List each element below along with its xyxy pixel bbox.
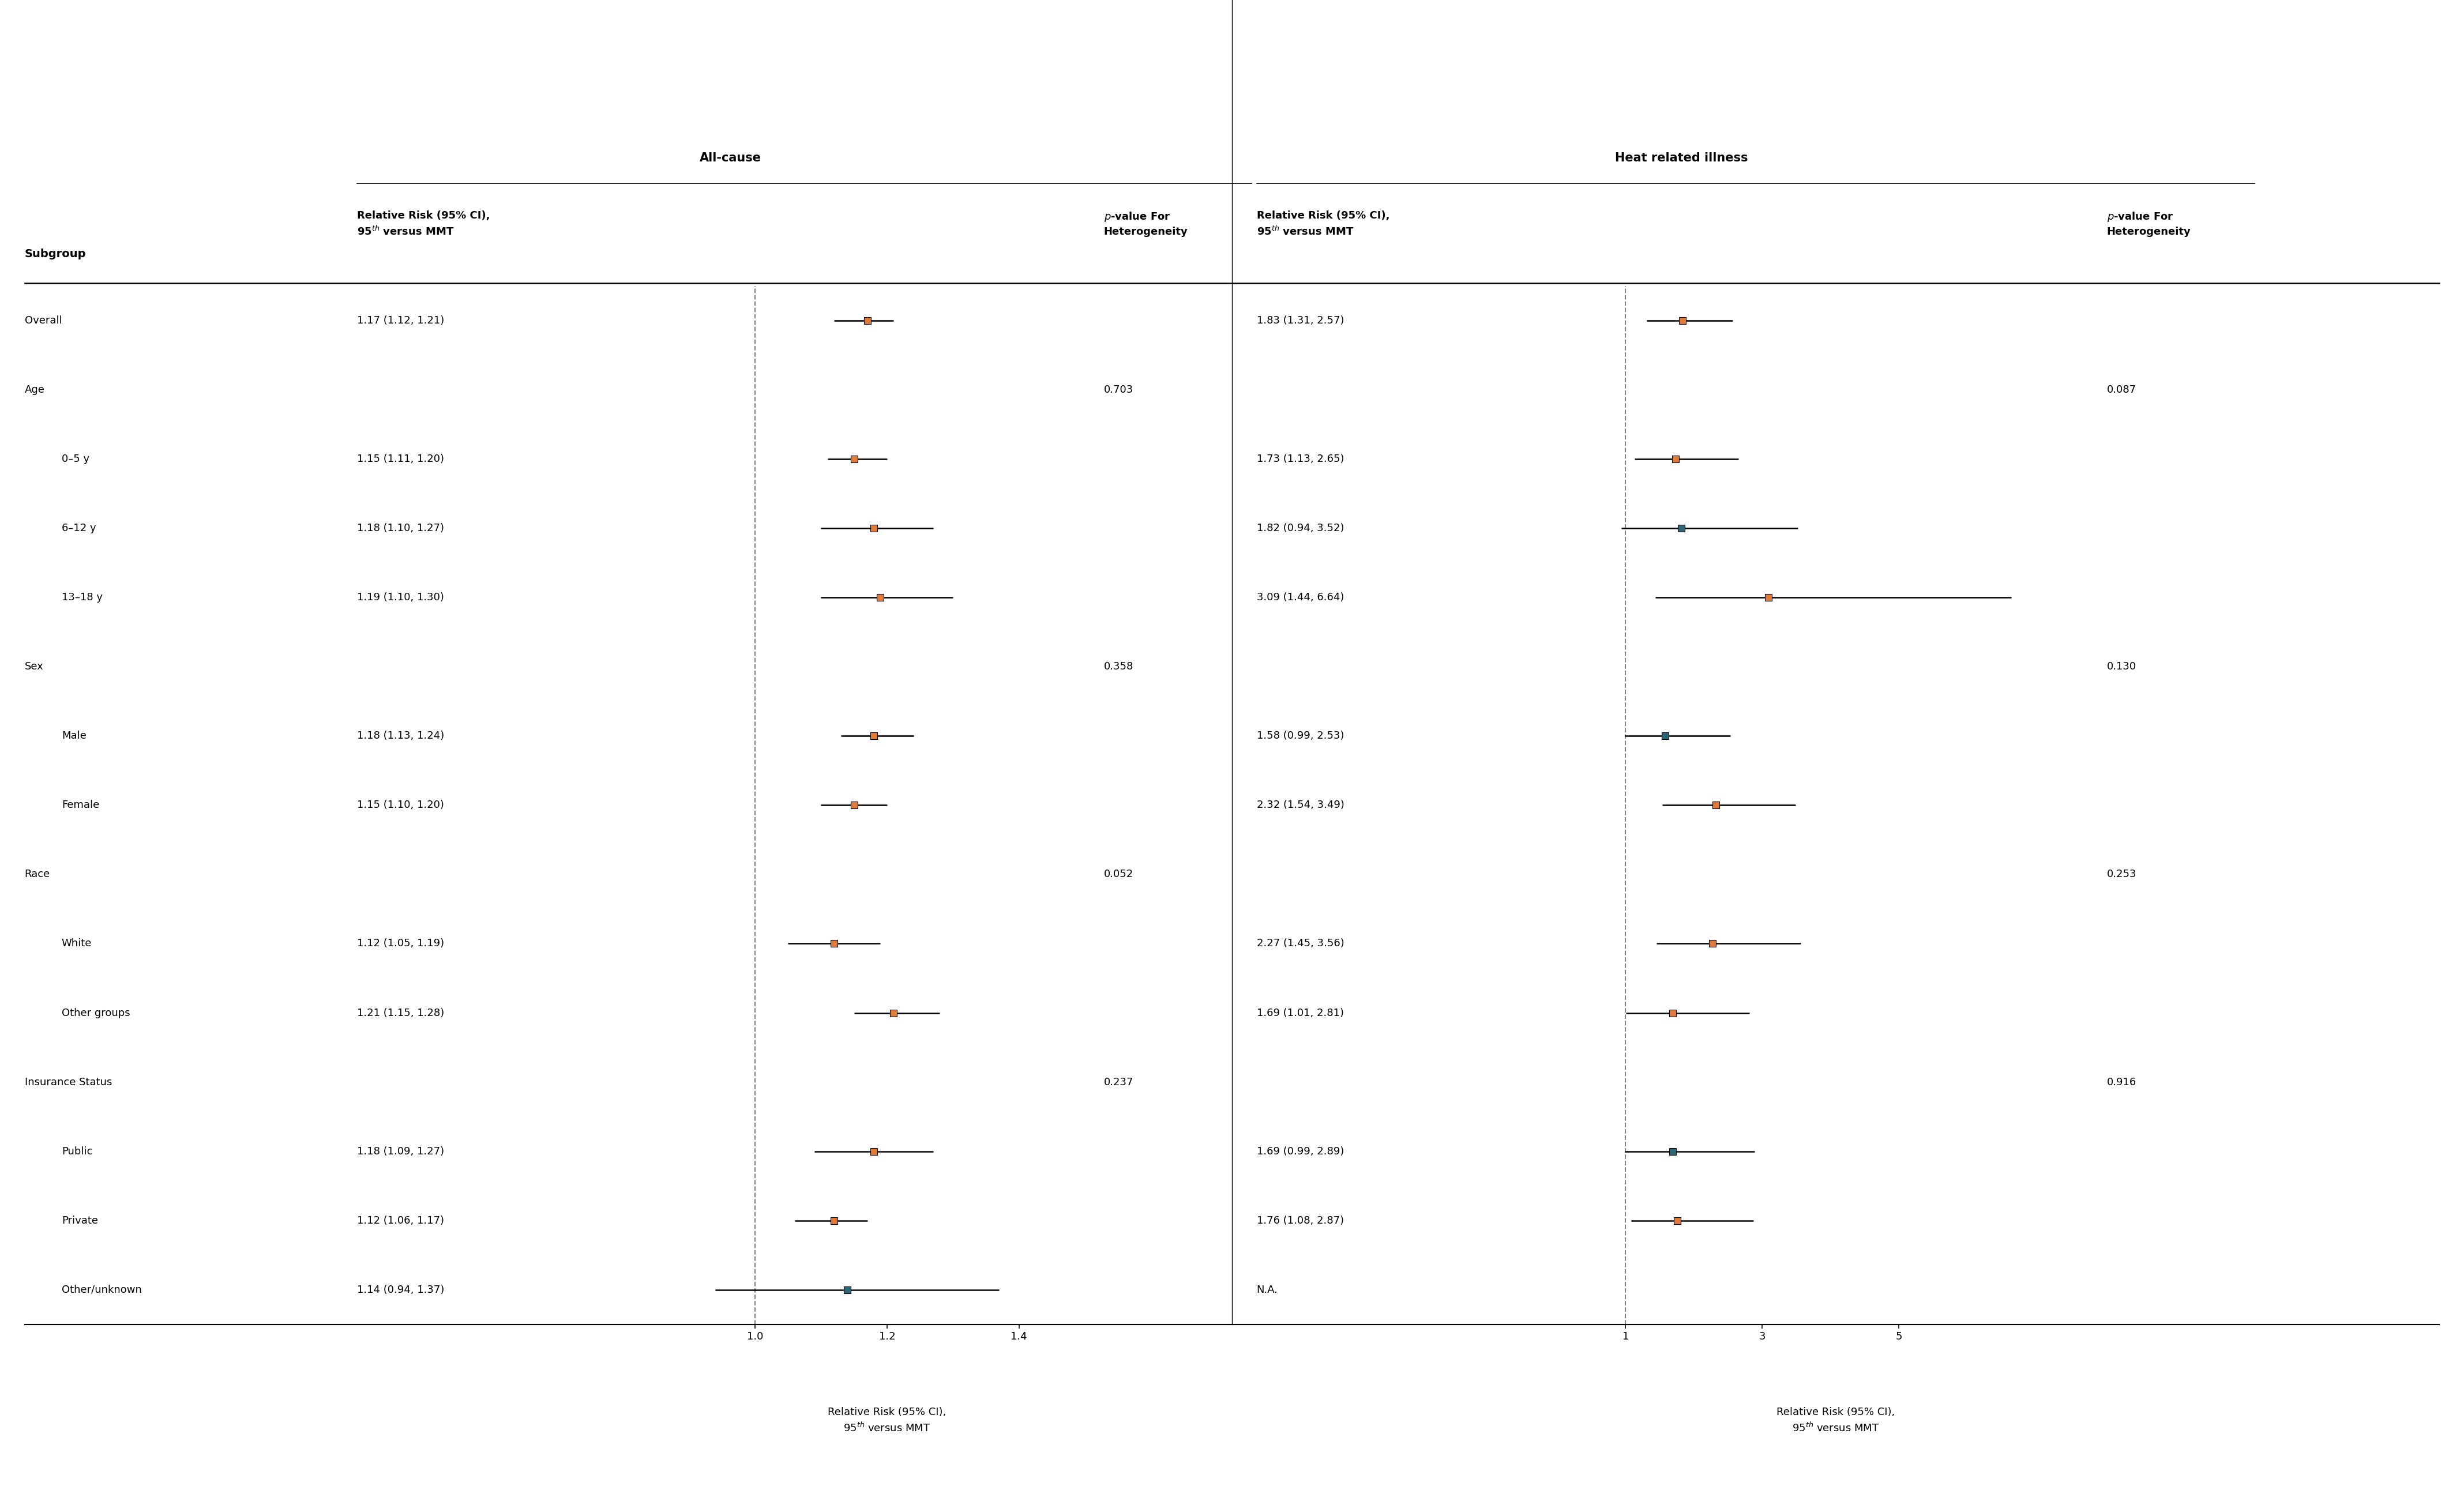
Text: 1.15 (1.10, 1.20): 1.15 (1.10, 1.20) — [357, 801, 444, 810]
Text: 0.087: 0.087 — [2107, 385, 2136, 394]
Text: 1.18 (1.09, 1.27): 1.18 (1.09, 1.27) — [357, 1147, 444, 1156]
Text: Insurance Status: Insurance Status — [25, 1078, 111, 1087]
Text: Other/unknown: Other/unknown — [62, 1285, 143, 1294]
Text: 2.27 (1.45, 3.56): 2.27 (1.45, 3.56) — [1257, 939, 1345, 948]
Text: 1.18 (1.13, 1.24): 1.18 (1.13, 1.24) — [357, 731, 444, 740]
Text: 1.18 (1.10, 1.27): 1.18 (1.10, 1.27) — [357, 524, 444, 533]
Text: 0.253: 0.253 — [2107, 870, 2136, 879]
Text: $\bf{\it{p}}$-value For
Heterogeneity: $\bf{\it{p}}$-value For Heterogeneity — [1104, 211, 1188, 236]
Text: Sex: Sex — [25, 662, 44, 671]
Text: 13–18 y: 13–18 y — [62, 593, 103, 602]
Text: N.A.: N.A. — [1257, 1285, 1279, 1294]
Text: 1.82 (0.94, 3.52): 1.82 (0.94, 3.52) — [1257, 524, 1343, 533]
Text: 1.69 (0.99, 2.89): 1.69 (0.99, 2.89) — [1257, 1147, 1343, 1156]
Text: 1.21 (1.15, 1.28): 1.21 (1.15, 1.28) — [357, 1008, 444, 1017]
Text: 0–5 y: 0–5 y — [62, 455, 89, 464]
Text: 0.916: 0.916 — [2107, 1078, 2136, 1087]
Text: 1.12 (1.05, 1.19): 1.12 (1.05, 1.19) — [357, 939, 444, 948]
Text: Public: Public — [62, 1147, 94, 1156]
Text: Relative Risk (95% CI),
95$^{th}$ versus MMT: Relative Risk (95% CI), 95$^{th}$ versus… — [828, 1407, 946, 1434]
Text: 1.73 (1.13, 2.65): 1.73 (1.13, 2.65) — [1257, 455, 1343, 464]
Text: 1.58 (0.99, 2.53): 1.58 (0.99, 2.53) — [1257, 731, 1343, 740]
Text: Relative Risk (95% CI),
95$^{th}$ versus MMT: Relative Risk (95% CI), 95$^{th}$ versus… — [1777, 1407, 1895, 1434]
Text: 2.32 (1.54, 3.49): 2.32 (1.54, 3.49) — [1257, 801, 1345, 810]
Text: 1.14 (0.94, 1.37): 1.14 (0.94, 1.37) — [357, 1285, 444, 1294]
Text: Relative Risk (95% CI),
95$^{th}$ versus MMT: Relative Risk (95% CI), 95$^{th}$ versus… — [357, 211, 490, 238]
Text: 1.12 (1.06, 1.17): 1.12 (1.06, 1.17) — [357, 1216, 444, 1225]
Text: 0.052: 0.052 — [1104, 870, 1133, 879]
Text: 1.19 (1.10, 1.30): 1.19 (1.10, 1.30) — [357, 593, 444, 602]
Text: 3.09 (1.44, 6.64): 3.09 (1.44, 6.64) — [1257, 593, 1343, 602]
Text: 0.358: 0.358 — [1104, 662, 1133, 671]
Text: White: White — [62, 939, 91, 948]
Text: 1.17 (1.12, 1.21): 1.17 (1.12, 1.21) — [357, 316, 444, 325]
Text: Male: Male — [62, 731, 86, 740]
Text: Subgroup: Subgroup — [25, 248, 86, 259]
Text: Other groups: Other groups — [62, 1008, 131, 1017]
Text: 0.130: 0.130 — [2107, 662, 2136, 671]
Text: Age: Age — [25, 385, 44, 394]
Text: Female: Female — [62, 801, 99, 810]
Text: Heat related illness: Heat related illness — [1616, 152, 1747, 164]
Text: 6–12 y: 6–12 y — [62, 524, 96, 533]
Text: Private: Private — [62, 1216, 99, 1225]
Text: All-cause: All-cause — [700, 152, 761, 164]
Text: 1.76 (1.08, 2.87): 1.76 (1.08, 2.87) — [1257, 1216, 1343, 1225]
Text: Overall: Overall — [25, 316, 62, 325]
Text: Race: Race — [25, 870, 49, 879]
Text: 1.15 (1.11, 1.20): 1.15 (1.11, 1.20) — [357, 455, 444, 464]
Text: $\bf{\it{p}}$-value For
Heterogeneity: $\bf{\it{p}}$-value For Heterogeneity — [2107, 211, 2190, 236]
Text: Relative Risk (95% CI),
95$^{th}$ versus MMT: Relative Risk (95% CI), 95$^{th}$ versus… — [1257, 211, 1390, 238]
Text: 0.237: 0.237 — [1104, 1078, 1133, 1087]
Text: 1.69 (1.01, 2.81): 1.69 (1.01, 2.81) — [1257, 1008, 1343, 1017]
Text: 1.83 (1.31, 2.57): 1.83 (1.31, 2.57) — [1257, 316, 1343, 325]
Text: 0.703: 0.703 — [1104, 385, 1133, 394]
